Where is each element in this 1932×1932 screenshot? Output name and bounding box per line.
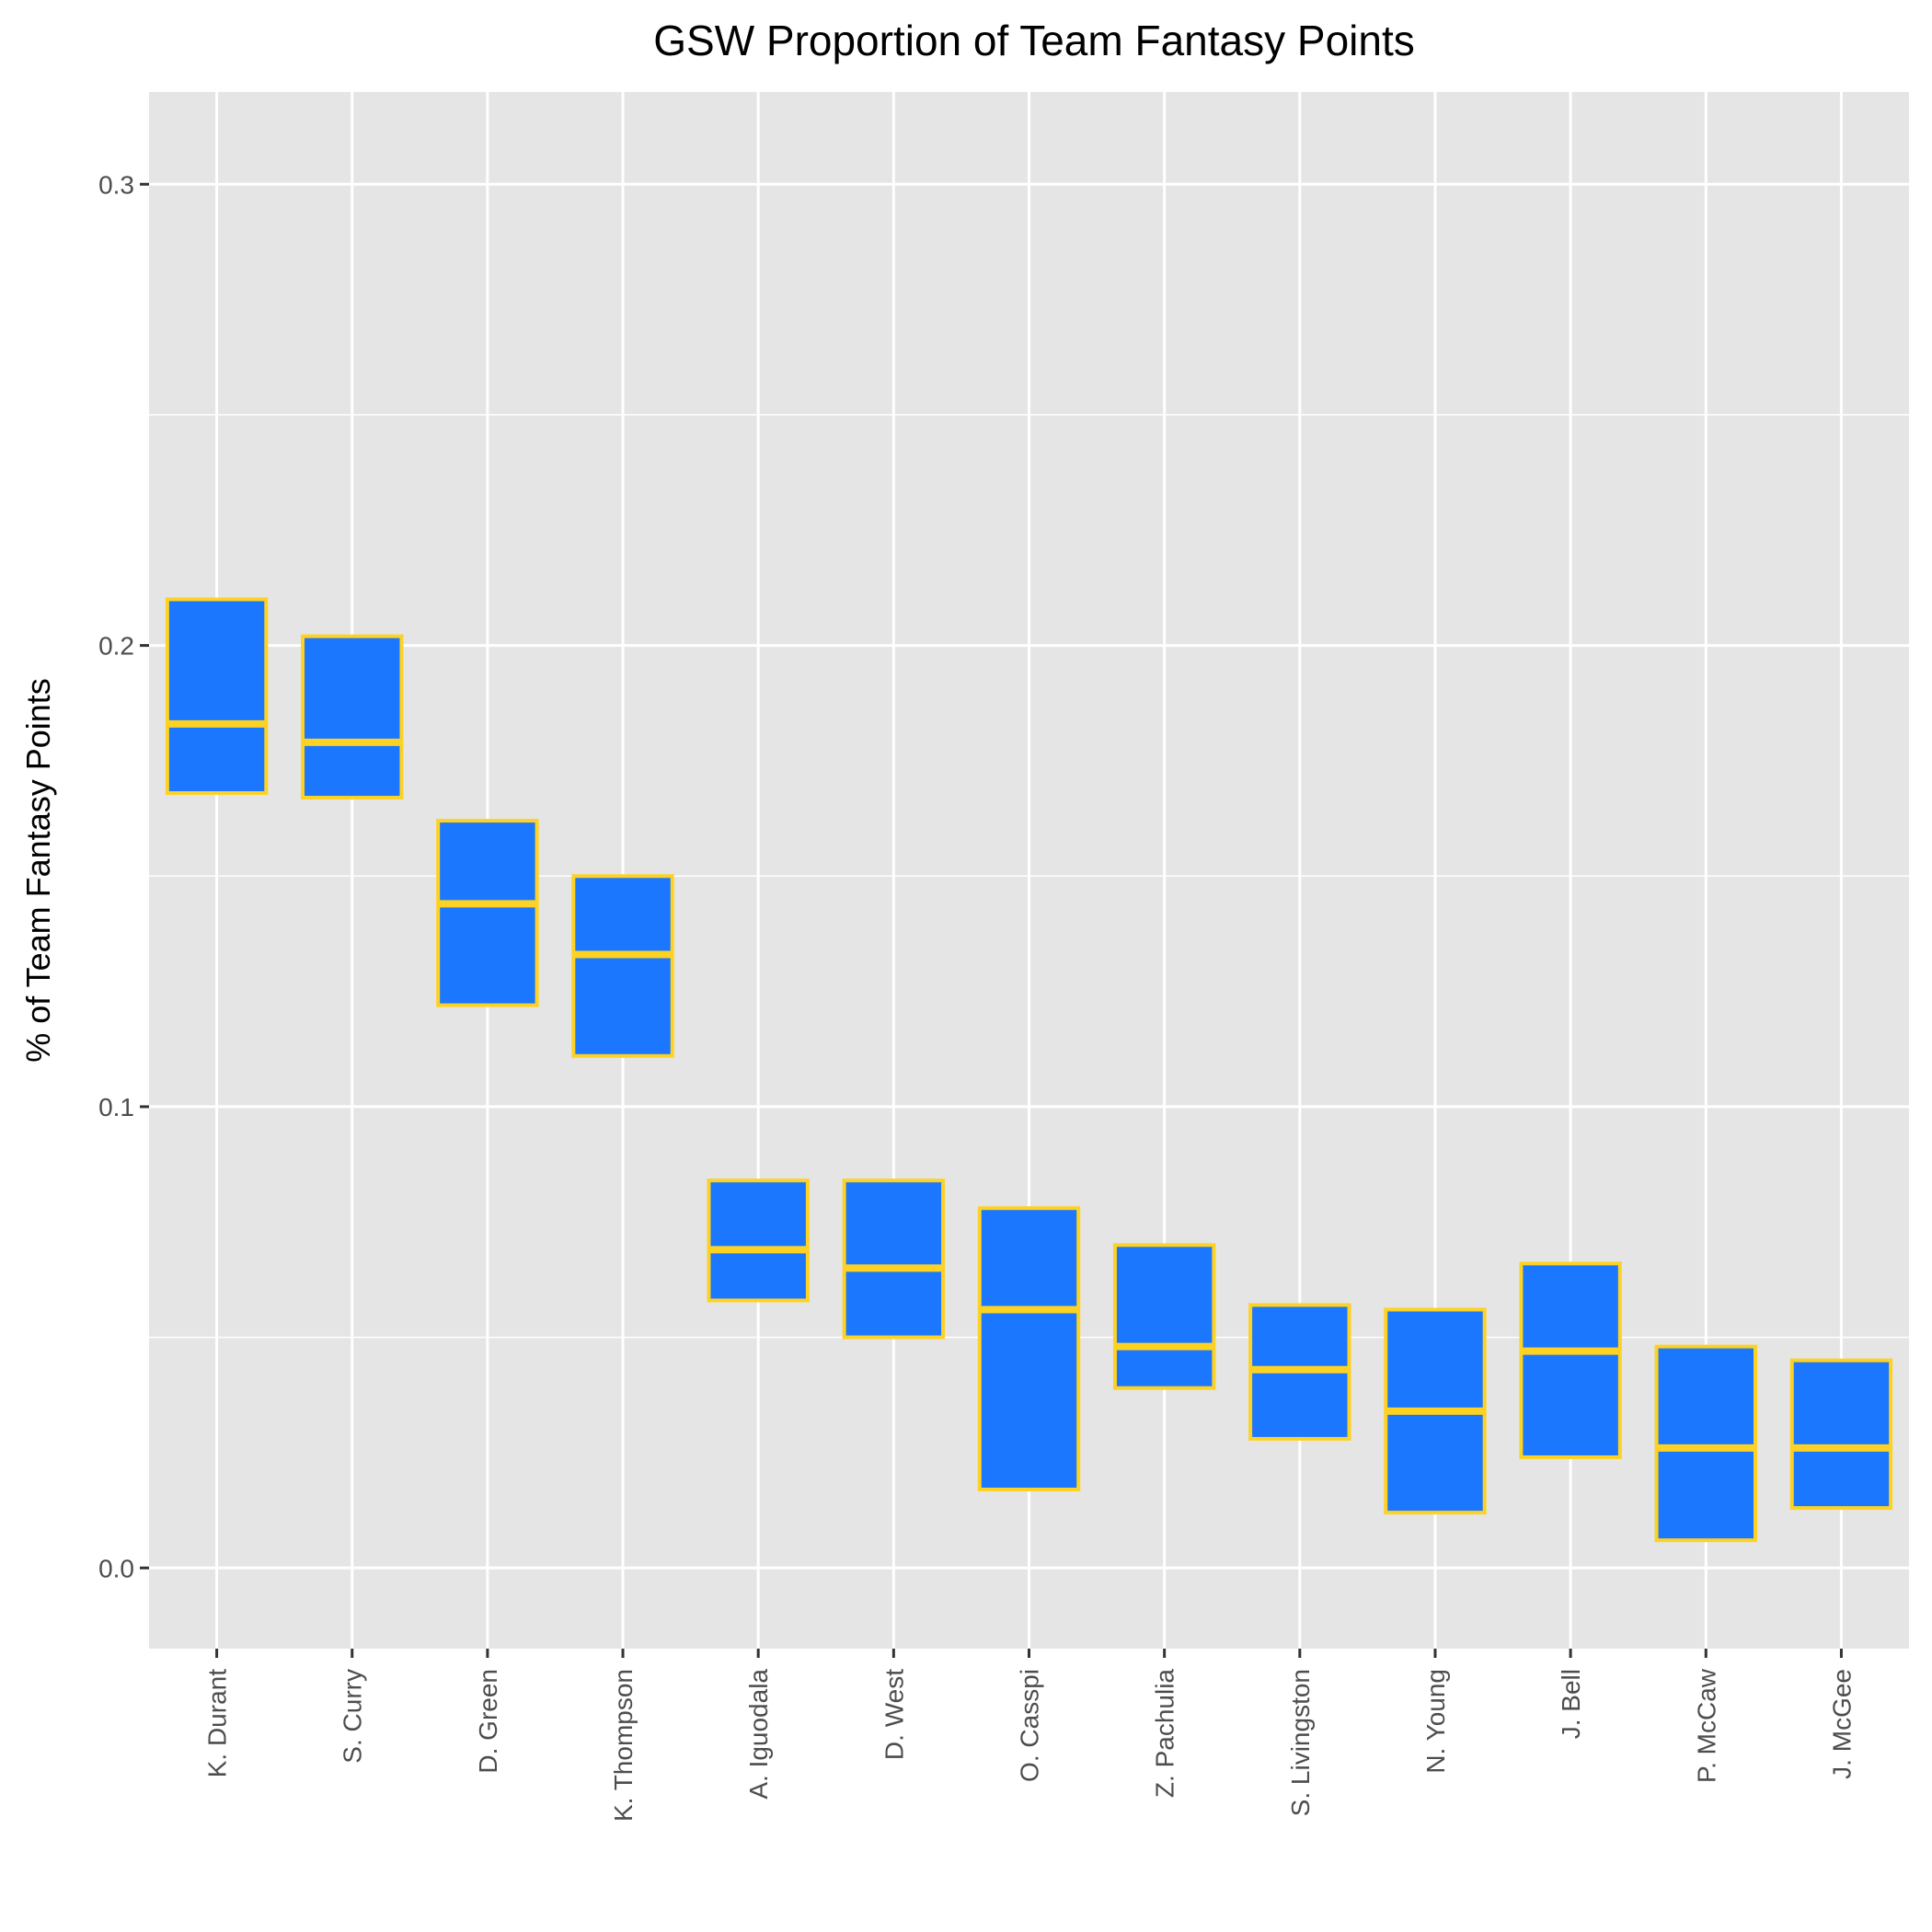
x-tick-label: D. Green <box>474 1669 502 1774</box>
x-tick-label: J. Bell <box>1557 1669 1585 1739</box>
y-axis-title: % of Team Fantasy Points <box>19 678 57 1063</box>
axes: 0.0 0.1 0.2 0.3 K. Durant S. Curry D. Green K. … <box>98 170 1856 1822</box>
box-iqr <box>165 597 269 796</box>
box-j-bell <box>1519 1261 1622 1459</box>
box-iqr <box>436 819 539 1007</box>
box-iqr <box>1112 1243 1216 1390</box>
box-z-pachulia <box>1112 1243 1216 1390</box>
box-j-mcgee <box>1789 1358 1893 1511</box>
y-tick-label: 0.3 <box>98 170 134 199</box>
box-s-livingston <box>1248 1303 1351 1441</box>
box-iqr <box>301 634 404 800</box>
box-d-green <box>436 819 539 1007</box>
box-k-durant <box>165 597 269 796</box>
box-iqr <box>707 1179 810 1303</box>
x-tick-label: K. Thompson <box>609 1669 638 1822</box>
x-tick-label: Z. Pachulia <box>1151 1669 1179 1798</box>
box-d-west <box>842 1179 946 1340</box>
box-o-casspi <box>977 1206 1081 1492</box>
box-iqr <box>842 1179 946 1340</box>
x-tick-label: K. Durant <box>203 1669 232 1777</box>
chart-title: GSW Proportion of Team Fantasy Points <box>653 17 1415 64</box>
box-iqr <box>1789 1358 1893 1511</box>
y-tick-label: 0.1 <box>98 1093 134 1121</box>
x-tick-label: O. Casspi <box>1016 1669 1044 1782</box>
x-tick-label: N. Young <box>1421 1669 1450 1774</box>
y-tick-label: 0.0 <box>98 1554 134 1582</box>
box-layer <box>165 597 1893 1543</box>
box-a-iguodala <box>707 1179 810 1303</box>
box-s-curry <box>301 634 404 800</box>
x-tick-label: A. Iguodala <box>744 1669 773 1800</box>
y-tick-label: 0.2 <box>98 632 134 661</box>
x-tick-label: S. Livingston <box>1286 1669 1315 1816</box>
x-tick-label: S. Curry <box>339 1669 367 1764</box>
box-iqr <box>977 1206 1081 1492</box>
x-tick-label: P. McCaw <box>1692 1668 1720 1783</box>
box-p-mccaw <box>1654 1344 1757 1543</box>
box-n-young <box>1384 1307 1487 1515</box>
x-tick-label: J. McGee <box>1827 1669 1856 1779</box>
box-iqr <box>571 874 674 1058</box>
x-tick-label: D. West <box>880 1669 908 1760</box>
box-iqr <box>1519 1261 1622 1459</box>
box-k-thompson <box>571 874 674 1058</box>
box-iqr <box>1654 1344 1757 1543</box>
